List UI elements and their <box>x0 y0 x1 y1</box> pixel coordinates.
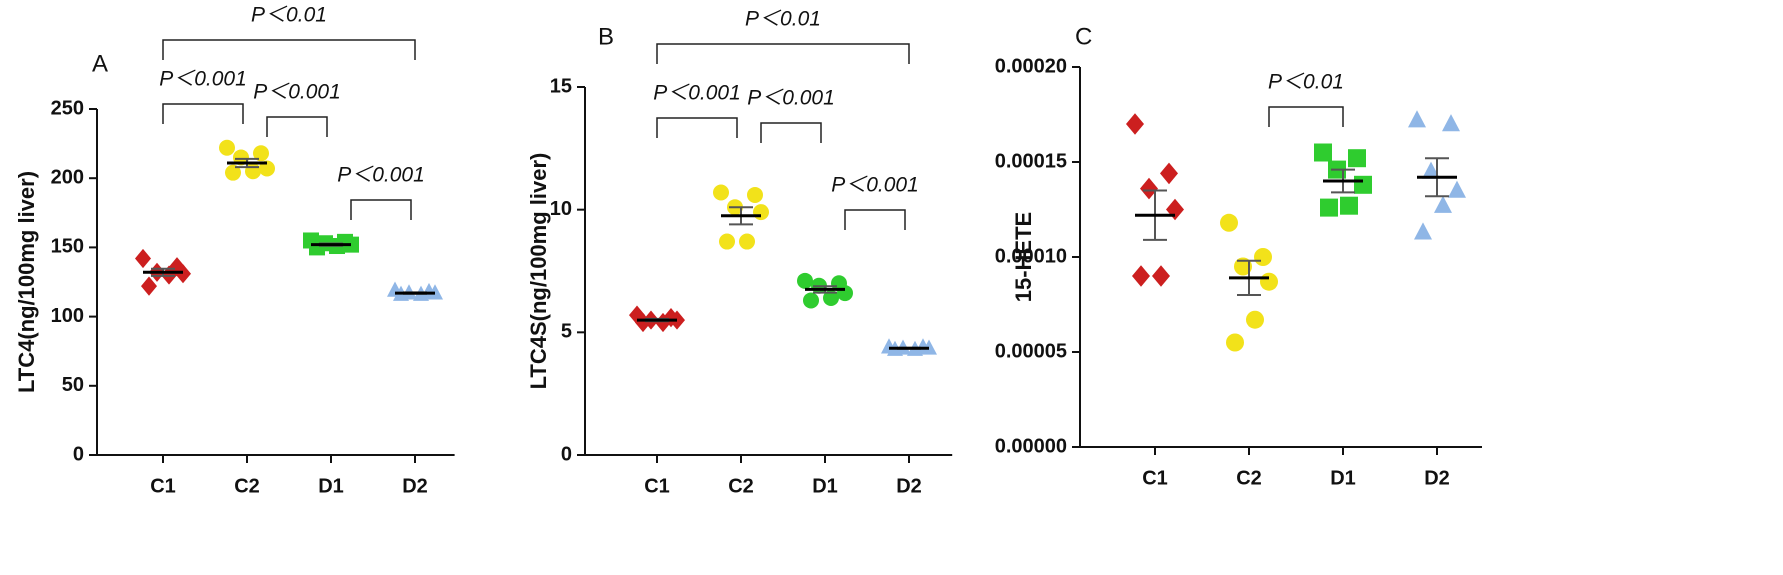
significance-bracket <box>350 199 412 220</box>
y-tick-label: 0.00005 <box>995 340 1067 362</box>
data-point <box>1422 161 1440 179</box>
x-tick-label: D1 <box>1330 467 1356 489</box>
data-point <box>1408 110 1426 128</box>
data-point <box>1434 195 1452 213</box>
significance-bracket <box>656 117 738 138</box>
data-point <box>753 204 769 221</box>
x-tick-label: C2 <box>1236 467 1262 489</box>
x-tick-label: D1 <box>318 475 344 497</box>
p-value-label: P＜0.001 <box>253 81 341 104</box>
data-point <box>823 289 839 306</box>
p-value-label: P＜0.001 <box>653 82 741 105</box>
y-tick-label: 50 <box>62 374 84 396</box>
data-point <box>837 285 853 302</box>
y-tick-label: 0.00015 <box>995 150 1067 172</box>
data-point <box>1132 265 1150 287</box>
data-point <box>225 164 241 181</box>
x-tick-label: C2 <box>234 475 260 497</box>
data-point <box>797 272 813 289</box>
y-tick-label: 100 <box>51 305 84 327</box>
y-tick-label: 5 <box>561 321 572 343</box>
x-tick-label: D2 <box>896 475 922 497</box>
y-tick-label: 10 <box>550 198 572 220</box>
data-point <box>1260 272 1278 291</box>
data-point <box>141 276 157 296</box>
data-point <box>1246 310 1264 329</box>
significance-bracket <box>844 209 906 230</box>
data-point <box>629 305 645 325</box>
data-point <box>135 248 151 269</box>
data-point <box>1320 198 1338 217</box>
x-tick-label: D2 <box>402 475 428 497</box>
significance-bracket <box>656 43 910 64</box>
data-point <box>309 239 325 256</box>
data-point <box>713 184 729 201</box>
y-tick-label: 0.00020 <box>995 55 1067 77</box>
data-point <box>1220 213 1238 232</box>
data-point <box>1448 180 1466 198</box>
data-point <box>1126 113 1144 135</box>
data-point <box>1234 257 1252 276</box>
data-point <box>219 139 235 156</box>
data-point <box>747 186 763 203</box>
p-value-label: P＜0.001 <box>159 68 247 91</box>
data-point <box>1166 198 1184 221</box>
data-point <box>635 312 651 333</box>
p-value-label: P＜0.001 <box>747 87 835 110</box>
x-tick-label: D2 <box>1424 467 1450 489</box>
data-point <box>719 233 735 250</box>
data-point <box>1314 143 1332 162</box>
p-value-label: P＜0.001 <box>337 164 425 187</box>
panel-label: C <box>1075 23 1092 50</box>
data-point <box>803 292 819 309</box>
p-value-label: P＜0.01 <box>745 8 821 31</box>
y-axis-title: LTC4(ng/100mg liver) <box>14 171 39 393</box>
significance-bracket <box>162 39 416 60</box>
significance-bracket <box>760 122 822 143</box>
y-tick-label: 250 <box>51 97 84 119</box>
x-tick-label: C1 <box>1142 467 1168 489</box>
panel-label: A <box>92 50 108 77</box>
data-point <box>739 233 755 250</box>
y-tick-label: 0 <box>73 443 84 465</box>
data-point <box>1160 162 1178 185</box>
data-point <box>1414 222 1432 240</box>
data-point <box>1354 175 1372 194</box>
data-point <box>1442 114 1460 132</box>
x-tick-label: C1 <box>644 475 670 497</box>
panel-label: B <box>598 23 614 50</box>
p-value-label: P＜0.01 <box>1268 71 1344 94</box>
x-tick-label: C1 <box>150 475 176 497</box>
y-axis-title: 15-HETE <box>1011 212 1036 302</box>
x-tick-label: D1 <box>812 475 838 497</box>
data-point <box>655 312 671 333</box>
x-tick-label: C2 <box>728 475 754 497</box>
significance-bracket <box>162 103 244 124</box>
data-point <box>1340 196 1358 215</box>
y-tick-label: 0.00000 <box>995 435 1067 457</box>
y-axis-title: LTC4S(ng/100mg liver) <box>526 153 551 390</box>
p-value-label: P＜0.001 <box>831 174 919 197</box>
data-point <box>1348 149 1366 168</box>
data-point <box>1254 248 1272 266</box>
significance-bracket <box>266 116 328 137</box>
data-point <box>1140 177 1158 200</box>
p-value-label: P＜0.01 <box>251 4 327 27</box>
y-tick-label: 200 <box>51 166 84 188</box>
data-point <box>259 160 275 177</box>
y-tick-label: 150 <box>51 236 84 258</box>
significance-bracket <box>1268 106 1344 127</box>
y-tick-label: 0.00010 <box>995 245 1067 267</box>
y-tick-label: 15 <box>550 75 572 97</box>
data-point <box>1226 333 1244 352</box>
data-point <box>233 149 249 166</box>
data-point <box>253 145 269 162</box>
y-tick-label: 0 <box>561 443 572 465</box>
data-point <box>1152 265 1170 287</box>
